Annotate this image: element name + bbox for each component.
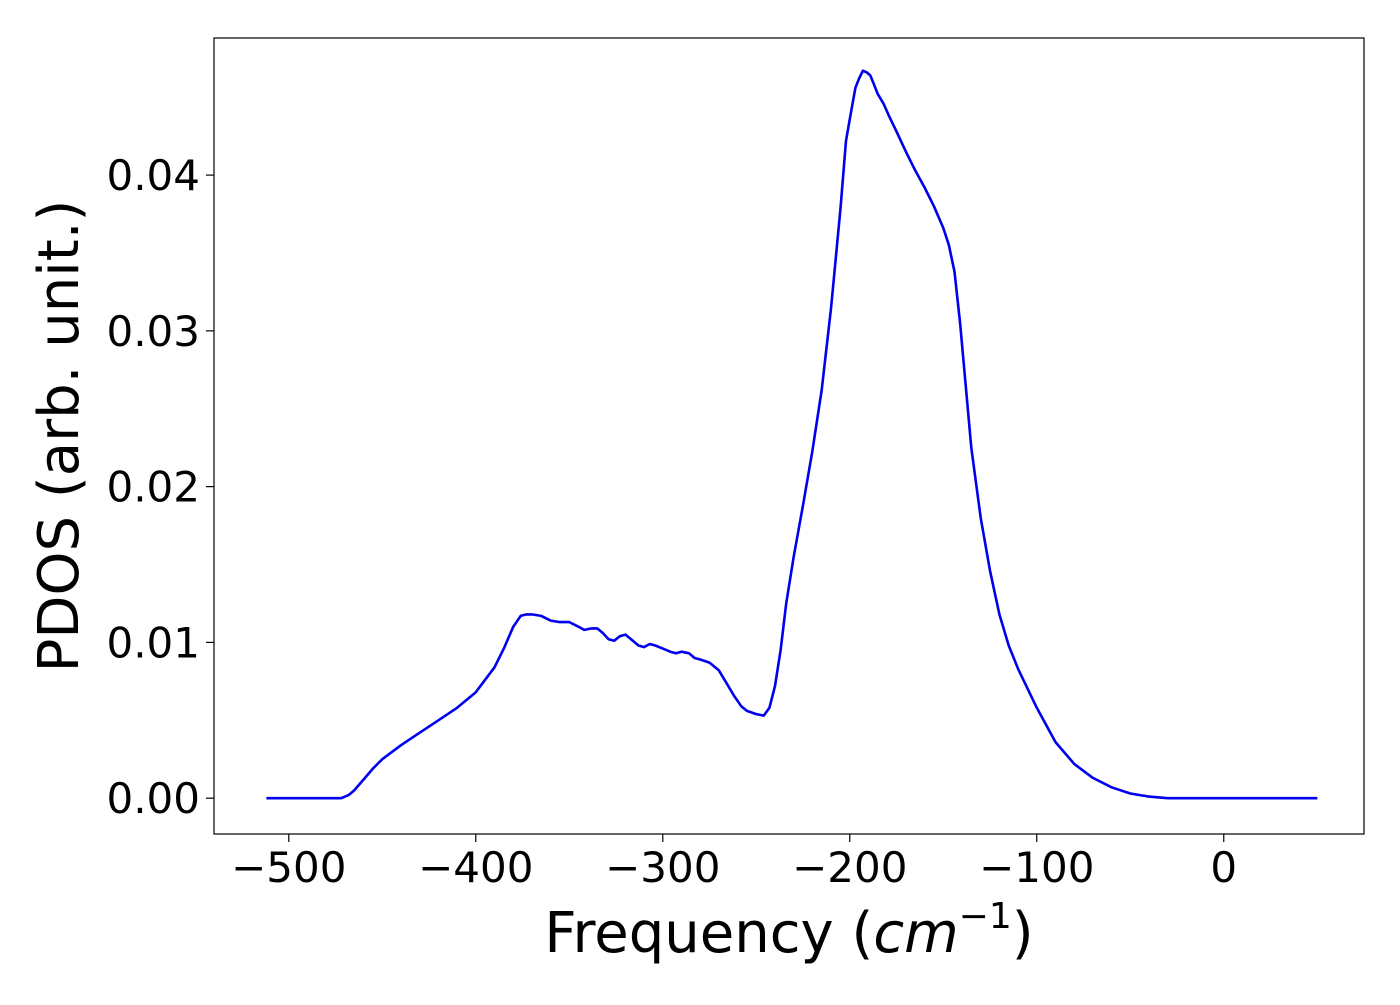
x-tick-label: −200 [792, 843, 907, 892]
x-tick-label: −100 [979, 843, 1094, 892]
y-axis-label: PDOS (arb. unit.) [27, 200, 92, 673]
x-tick-label: 0 [1210, 843, 1237, 892]
x-tick-label: −400 [418, 843, 533, 892]
series-layer [266, 69, 1318, 800]
x-tick-label: −500 [231, 843, 346, 892]
y-axis-ticks: 0.00 0.01 0.02 0.03 0.04 [106, 151, 214, 823]
x-axis-ticks: −500 −400 −300 −200 −100 0 [231, 834, 1237, 892]
y-tick-label: 0.04 [106, 151, 200, 200]
y-tick-label: 0.02 [106, 463, 200, 512]
y-tick-label: 0.03 [106, 307, 200, 356]
x-tick-label: −300 [605, 843, 720, 892]
pdos-series-line [266, 69, 1318, 800]
y-tick-label: 0.01 [106, 618, 200, 667]
x-axis-label: Frequency (cm−1) [544, 896, 1033, 966]
y-tick-label: 0.00 [106, 774, 200, 823]
plot-frame [213, 37, 1365, 835]
